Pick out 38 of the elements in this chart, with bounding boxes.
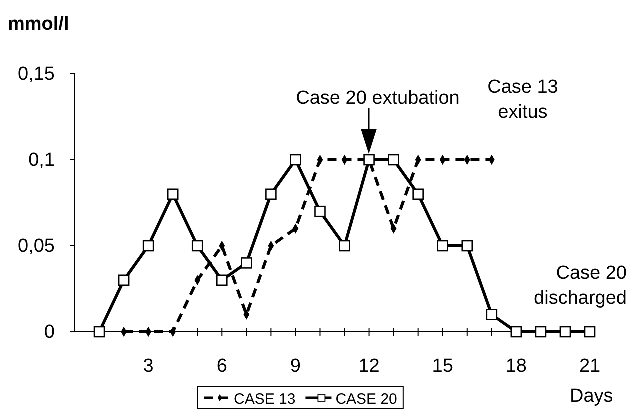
y-tick-label: 0,15 [18,64,55,86]
point [266,188,277,200]
point [462,240,474,252]
point [167,188,179,200]
x-tick-label: 18 [506,356,527,377]
point [192,240,204,252]
annotation: Case 13 exitus [488,77,558,123]
legend-label: CASE 13 [234,391,296,408]
point [118,274,130,286]
point [584,326,596,338]
annotation: Case 20 discharged [534,263,627,309]
point [314,206,326,218]
point [388,154,400,166]
point [560,326,572,338]
point [142,240,154,252]
y-axis-title: mmol/l [8,14,70,35]
legend-label: CASE 20 [336,391,398,408]
y-tick-label: 0,05 [18,236,55,258]
point [535,326,547,338]
point [94,326,106,338]
point [486,309,498,320]
point [510,326,522,338]
x-tick-label: 6 [216,356,228,377]
x-tick-label: 9 [290,356,302,377]
point [339,240,350,252]
point [437,240,449,252]
point [290,154,302,166]
x-tick-label: 21 [579,356,601,377]
point [216,274,228,286]
x-axis-title: Days [570,386,614,407]
annotation: Case 20 extubation [296,88,460,109]
x-tick-label: 12 [358,356,380,377]
point [412,188,424,200]
y-tick-label: 0 [44,322,55,344]
y-tick-label: 0,1 [28,150,55,172]
x-tick-label: 15 [432,356,454,377]
x-tick-label: 3 [143,356,154,377]
point [241,258,252,269]
